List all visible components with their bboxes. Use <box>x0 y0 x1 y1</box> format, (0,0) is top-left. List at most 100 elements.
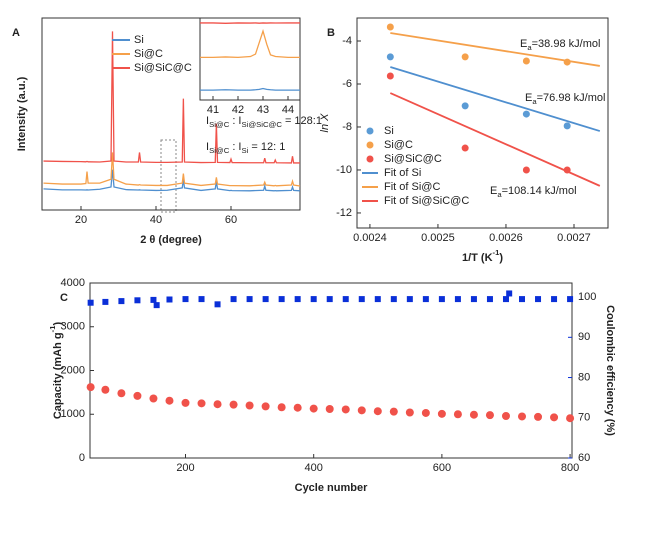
point <box>567 296 573 302</box>
y2-tick-label: 60 <box>578 452 590 464</box>
point <box>150 297 156 303</box>
legend-label: Si <box>134 34 144 46</box>
panel-label: B <box>327 27 335 39</box>
y2-tick-label: 80 <box>578 371 590 383</box>
y-axis-label-part: ) <box>52 322 64 326</box>
point <box>310 405 318 413</box>
x-tick-label: 60 <box>225 214 237 226</box>
point <box>462 145 469 152</box>
data-line <box>44 152 301 186</box>
point <box>438 410 446 418</box>
point <box>246 402 254 410</box>
point <box>359 296 365 302</box>
y-tick-label: -12 <box>336 207 352 219</box>
data-line <box>200 89 300 91</box>
x-tick-label: 800 <box>561 462 579 474</box>
point <box>519 296 525 302</box>
point <box>407 296 413 302</box>
x-axis-label-part: 1/T (K <box>462 252 493 264</box>
y-axis-label-part: Capacity (mAh g <box>52 332 64 419</box>
annotation: Ea=76.98 kJ/mol <box>525 92 605 106</box>
annotation-part: = 12: 1 <box>248 141 285 153</box>
annotation-part: =108.14 kJ/mol <box>502 185 577 197</box>
point <box>375 296 381 302</box>
x-axis-label: Cycle number <box>295 482 368 494</box>
point <box>88 300 94 306</box>
x-tick-label: 0.0025 <box>421 232 455 244</box>
point <box>198 399 206 407</box>
x-tick-label: 0.0026 <box>489 232 523 244</box>
point <box>326 405 334 413</box>
annotation: ISi@C : ISi = 12: 1 <box>206 141 285 155</box>
point <box>134 297 140 303</box>
legend-label: Fit of Si <box>384 167 421 179</box>
point <box>262 402 270 410</box>
legend-label: Si@SiC@C <box>384 153 442 165</box>
point <box>149 395 157 403</box>
point <box>342 405 350 413</box>
y-tick-label: -10 <box>336 164 352 176</box>
annotation-part: E <box>490 185 497 197</box>
y-tick-label: 4000 <box>61 277 85 289</box>
point <box>199 296 205 302</box>
point <box>183 296 189 302</box>
y-tick-label: 2000 <box>61 364 85 376</box>
panel-label: C <box>60 292 68 304</box>
point <box>506 290 512 296</box>
annotation-part: Si@C <box>209 146 230 155</box>
y-tick-label: -6 <box>342 78 352 90</box>
y2-axis-label: Coulombic efficiency (%) <box>604 305 616 436</box>
annotation: ISi@C : ISi@SiC@C = 128:1 <box>206 115 322 129</box>
y2-tick-label: 70 <box>578 412 590 424</box>
annotation-part: E <box>525 92 532 104</box>
point <box>387 53 394 60</box>
x-tick-label: 42 <box>232 104 244 116</box>
point <box>263 296 269 302</box>
point <box>358 406 366 414</box>
point <box>454 410 462 418</box>
point <box>422 409 430 417</box>
point <box>214 400 222 408</box>
annotation-part: Si@SiC@C <box>242 120 283 129</box>
point <box>117 389 125 397</box>
x-tick-label: 200 <box>176 462 194 474</box>
x-tick-label: 43 <box>257 104 269 116</box>
x-axis-label: 2 θ (degree) <box>140 234 202 246</box>
point <box>165 397 173 405</box>
point <box>550 413 558 421</box>
legend-swatch <box>367 156 374 163</box>
point <box>247 296 253 302</box>
legend-label: Si@C <box>384 139 413 151</box>
annotation-part: E <box>520 38 527 50</box>
point <box>215 301 221 307</box>
legend-label: Fit of Si@C <box>384 181 440 193</box>
y2-tick-label: 100 <box>578 291 596 303</box>
point <box>462 53 469 60</box>
x-tick-label: 0.0024 <box>353 232 387 244</box>
point <box>471 296 477 302</box>
y-tick-label: -8 <box>342 121 352 133</box>
y-tick-label: 3000 <box>61 321 85 333</box>
y-tick-label: 1000 <box>61 408 85 420</box>
y-axis-label: ln X <box>319 113 331 133</box>
x-tick-label: 400 <box>305 462 323 474</box>
point <box>166 296 172 302</box>
x-tick-label: 20 <box>75 214 87 226</box>
point <box>230 401 238 409</box>
y2-tick-label: 90 <box>578 331 590 343</box>
y-tick-label: -4 <box>342 35 352 47</box>
x-tick-label: 44 <box>282 104 294 116</box>
point <box>390 408 398 416</box>
point <box>278 403 286 411</box>
point <box>503 296 509 302</box>
legend-label: Si <box>384 125 394 137</box>
point <box>387 24 394 31</box>
point <box>387 73 394 80</box>
annotation: Ea=108.14 kJ/mol <box>490 185 577 199</box>
point <box>470 411 478 419</box>
plot-frame <box>90 283 572 458</box>
point <box>534 413 542 421</box>
data-line <box>44 170 301 191</box>
point <box>523 57 530 64</box>
